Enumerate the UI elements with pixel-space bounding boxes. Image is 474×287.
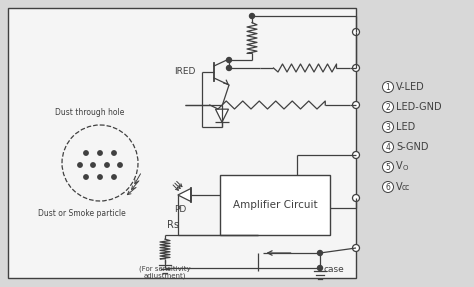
Bar	[8, 8, 356, 278]
Circle shape	[249, 13, 255, 18]
Text: V: V	[396, 182, 402, 192]
Text: Dust through hole: Dust through hole	[55, 108, 125, 117]
Circle shape	[227, 57, 231, 63]
Text: case: case	[324, 265, 345, 274]
Text: Dust or Smoke particle: Dust or Smoke particle	[38, 209, 126, 218]
Circle shape	[353, 195, 359, 201]
Circle shape	[353, 65, 359, 71]
Circle shape	[112, 175, 116, 179]
Text: (For sensitivity
adjustment): (For sensitivity adjustment)	[139, 265, 191, 279]
Circle shape	[383, 141, 393, 152]
Bar	[220, 175, 330, 235]
Circle shape	[84, 175, 88, 179]
Circle shape	[78, 163, 82, 167]
Circle shape	[353, 28, 359, 36]
Text: 4: 4	[385, 143, 391, 152]
Circle shape	[62, 125, 138, 201]
Text: 2: 2	[386, 102, 391, 112]
Circle shape	[353, 152, 359, 158]
Circle shape	[383, 121, 393, 133]
Polygon shape	[178, 189, 191, 201]
Circle shape	[383, 162, 393, 172]
Circle shape	[98, 175, 102, 179]
Text: IRED: IRED	[174, 67, 196, 77]
Circle shape	[98, 151, 102, 155]
Circle shape	[105, 163, 109, 167]
Text: V: V	[396, 161, 402, 171]
Text: Rs: Rs	[167, 220, 179, 230]
Circle shape	[84, 151, 88, 155]
Circle shape	[353, 245, 359, 251]
Text: LED-GND: LED-GND	[396, 102, 442, 112]
Text: S-GND: S-GND	[396, 142, 428, 152]
Polygon shape	[216, 109, 228, 122]
Text: O: O	[403, 166, 409, 172]
Text: 3: 3	[385, 123, 391, 131]
Text: LED: LED	[396, 122, 415, 132]
Text: 1: 1	[386, 82, 391, 92]
Circle shape	[383, 181, 393, 193]
Text: PD: PD	[173, 205, 186, 214]
Circle shape	[91, 163, 95, 167]
Circle shape	[227, 65, 231, 71]
Circle shape	[353, 102, 359, 108]
Text: cc: cc	[402, 183, 410, 193]
Circle shape	[318, 265, 322, 271]
Text: 5: 5	[385, 162, 391, 172]
Circle shape	[383, 102, 393, 113]
Circle shape	[318, 251, 322, 255]
Circle shape	[383, 82, 393, 92]
Circle shape	[118, 163, 122, 167]
Text: Amplifier Circuit: Amplifier Circuit	[233, 200, 317, 210]
Circle shape	[112, 151, 116, 155]
Text: V-LED: V-LED	[396, 82, 425, 92]
Text: 6: 6	[385, 183, 391, 191]
